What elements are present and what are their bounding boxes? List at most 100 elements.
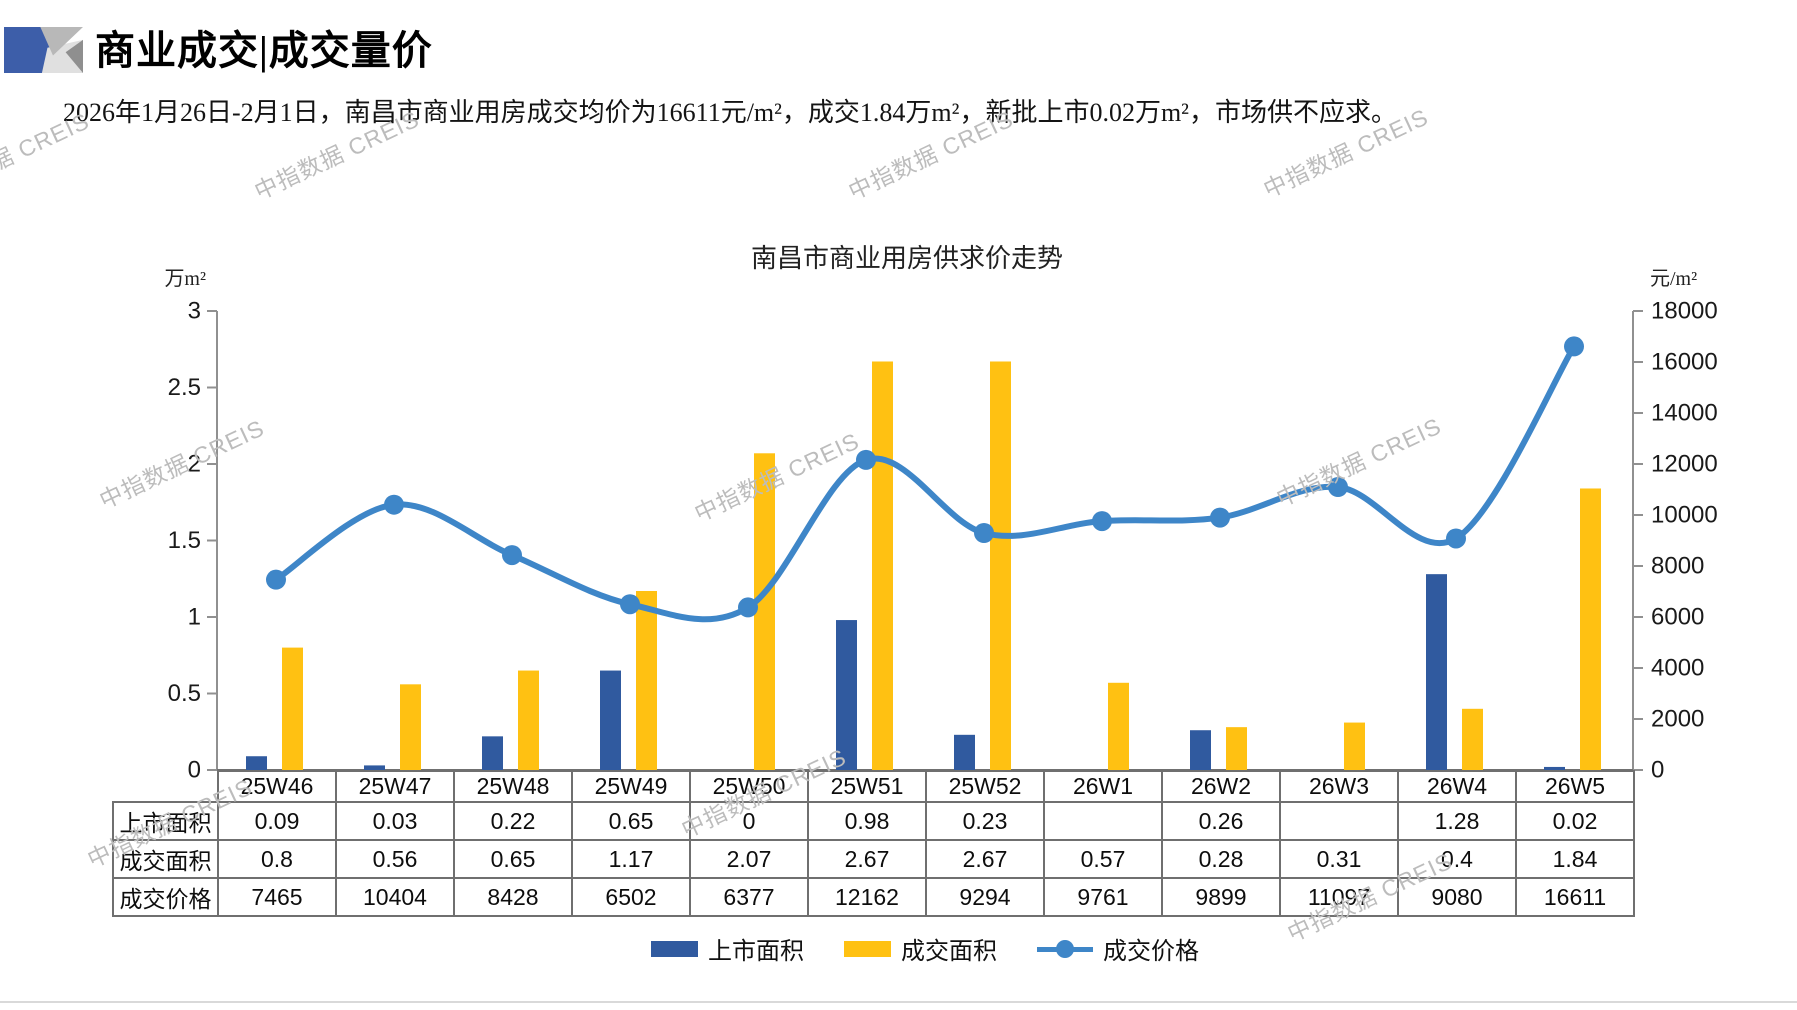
left-axis-tick-label: 1.5 (168, 527, 201, 554)
category-cell: 25W47 (335, 770, 455, 803)
right-axis-tick-label: 14000 (1651, 400, 1718, 427)
price-point-marker (738, 597, 758, 618)
legend-label: 成交面积 (901, 939, 997, 965)
value-cell: 9294 (925, 877, 1045, 917)
summary-text: 2026年1月26日-2月1日，南昌市商业用房成交均价为16611元/m²，成交… (63, 98, 1397, 127)
price-line (273, 343, 1577, 623)
right-axis-tick-label: 2000 (1651, 706, 1704, 733)
value-cell: 0.65 (453, 839, 573, 879)
price-point-marker (1092, 511, 1112, 532)
price-point-marker (384, 494, 404, 515)
listed-area-bar (1426, 574, 1447, 770)
value-cell: 1.28 (1397, 801, 1517, 841)
right-axis-tick-label: 4000 (1651, 655, 1704, 682)
listed-area-bar (1190, 730, 1211, 770)
value-cell (1043, 801, 1163, 841)
row-label-cell: 成交价格 (112, 877, 219, 917)
price-line-swatch-icon (1037, 939, 1093, 958)
value-cell: 6377 (689, 877, 809, 917)
right-axis-tick-label: 18000 (1651, 298, 1718, 325)
right-axis-tick-label: 16000 (1651, 349, 1718, 376)
legend-item-sold-area: 成交面积 (844, 931, 997, 966)
watermark: 中指数据 CREIS (0, 107, 94, 207)
creis-logo-icon (4, 27, 83, 73)
sold-area-bar (1462, 708, 1483, 770)
legend-label: 成交价格 (1103, 939, 1199, 965)
category-cell: 25W49 (571, 770, 691, 803)
sold-area-bar (1108, 682, 1129, 770)
value-cell: 1.17 (571, 839, 691, 879)
value-cell: 16611 (1515, 877, 1635, 917)
category-cell: 26W3 (1279, 770, 1399, 803)
legend-item-listed-area: 上市面积 (651, 931, 804, 966)
left-axis-tick-label: 2.5 (168, 374, 201, 401)
value-cell: 9899 (1161, 877, 1281, 917)
price-point-marker (266, 569, 286, 590)
table-row: 上市面积 0.09 0.03 0.22 0.65 0 0.98 0.23 0.26 1.28 0.0… (112, 801, 1635, 841)
sold-area-bar (518, 670, 539, 770)
legend-item-price: 成交价格 (1037, 931, 1199, 966)
value-cell: 0.09 (217, 801, 337, 841)
table-row: 成交价格 7465 10404 8428 6502 6377 12162 9294 9761 98… (112, 877, 1635, 917)
category-cell: 26W5 (1515, 770, 1635, 803)
value-cell: 6502 (571, 877, 691, 917)
left-axis-tick-label: 0.5 (168, 680, 201, 707)
value-cell: 0.56 (335, 839, 455, 879)
value-cell: 0.23 (925, 801, 1045, 841)
value-cell: 9080 (1397, 877, 1517, 917)
value-cell: 0.8 (217, 839, 337, 879)
value-cell: 8428 (453, 877, 573, 917)
value-cell: 12162 (807, 877, 927, 917)
left-axis-unit: 万m² (164, 268, 206, 290)
right-axis-tick-label: 0 (1651, 757, 1664, 784)
right-axis-tick-label: 10000 (1651, 502, 1718, 529)
category-cell: 26W4 (1397, 770, 1517, 803)
value-cell: 0.28 (1161, 839, 1281, 879)
value-cell: 2.67 (807, 839, 927, 879)
line-swatch-dot (1056, 939, 1074, 958)
value-cell (1279, 801, 1399, 841)
row-label-cell: 成交面积 (112, 839, 219, 879)
data-table: 25W46 25W47 25W48 25W49 25W50 25W51 25W52 26W1 2… (112, 770, 1635, 917)
table-header-row: 25W46 25W47 25W48 25W49 25W50 25W51 25W52 26W1 2… (113, 770, 1635, 803)
category-cell: 26W2 (1161, 770, 1281, 803)
value-cell: 10404 (335, 877, 455, 917)
listed-area-bar (482, 736, 503, 770)
legend-label: 上市面积 (708, 939, 804, 965)
sold-area-bar (400, 684, 421, 770)
listed-area-bar (600, 670, 621, 770)
category-cell: 25W50 (689, 770, 809, 803)
listed-area-swatch-icon (651, 940, 698, 957)
sold-area-bar (1580, 488, 1601, 770)
price-point-marker (974, 523, 994, 544)
chart-title: 南昌市商业用房供求价走势 (750, 244, 1063, 273)
value-cell: 1.84 (1515, 839, 1635, 879)
price-point-marker (1210, 507, 1230, 528)
value-cell: 2.07 (689, 839, 809, 879)
sold-area-bar (872, 361, 893, 770)
listed-area-bar (954, 734, 975, 770)
price-point-marker (1446, 528, 1466, 549)
value-cell: 0.65 (571, 801, 691, 841)
sold-area-swatch-icon (844, 940, 891, 957)
price-point-marker (620, 594, 640, 615)
table-row: 成交面积 0.8 0.56 0.65 1.17 2.07 2.67 2.67 0.57 0.28 0… (112, 839, 1635, 879)
category-cell: 26W1 (1043, 770, 1163, 803)
value-cell: 0.4 (1397, 839, 1517, 879)
left-axis-tick-label: 3 (188, 298, 201, 325)
left-axis-tick-label: 1 (188, 604, 201, 631)
row-label-cell: 上市面积 (112, 801, 219, 841)
listed-area-bar (246, 756, 267, 770)
price-point-marker (1564, 336, 1584, 357)
sold-area-bar (282, 647, 303, 770)
sold-area-bar (636, 590, 657, 770)
category-cell: 25W46 (217, 770, 337, 803)
page-title: 商业成交|成交量价 (95, 28, 433, 73)
right-axis-tick-label: 6000 (1651, 604, 1704, 631)
category-cell: 25W52 (925, 770, 1045, 803)
category-cell: 25W51 (807, 770, 927, 803)
watermark: 中指数据 CREIS (690, 427, 864, 527)
value-cell: 0.26 (1161, 801, 1281, 841)
sold-area-bar (1226, 727, 1247, 770)
